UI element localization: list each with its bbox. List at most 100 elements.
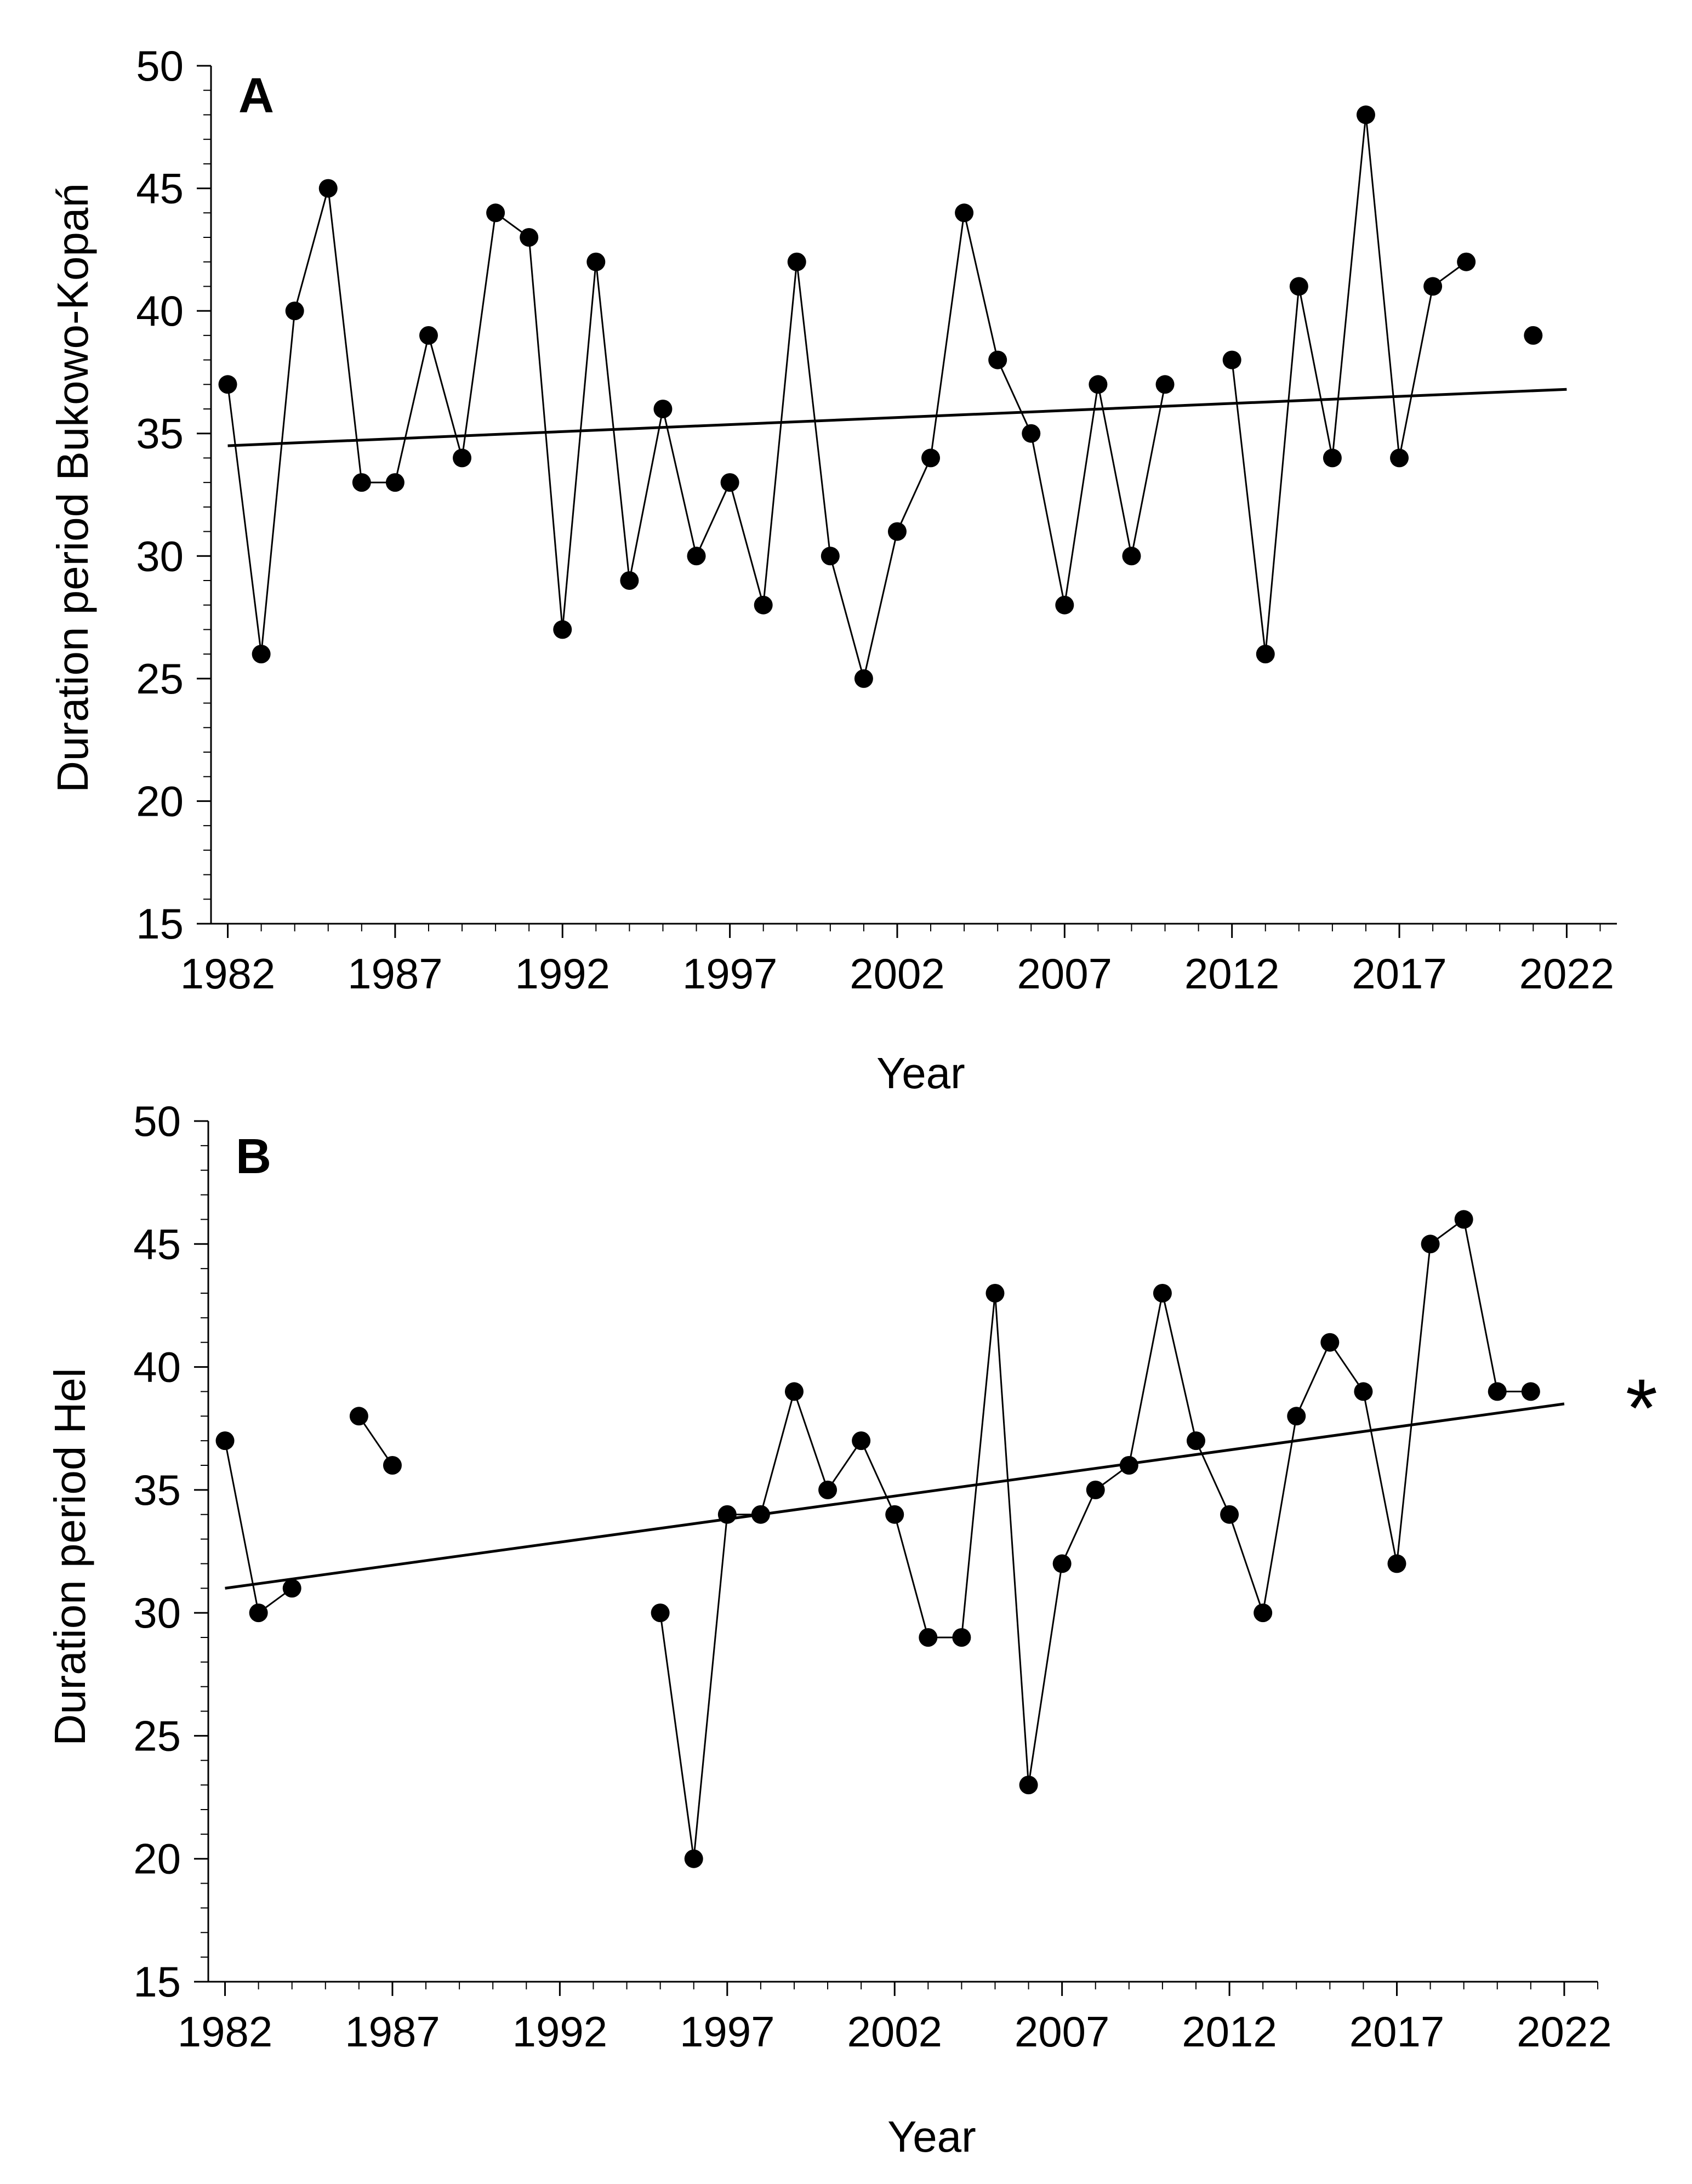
- panel-b-data-point: [1488, 1382, 1507, 1401]
- panel-a-series-segment: [260, 310, 296, 655]
- panel-a-series-segment: [294, 188, 329, 311]
- panel-a-series-segment: [1231, 360, 1267, 655]
- panel-a-data-point: [687, 547, 706, 566]
- panel-a-data-point: [285, 302, 304, 321]
- panel-b-data-point: [215, 1431, 235, 1451]
- panel-b-y-tick-label: 30: [133, 1589, 181, 1637]
- panel-b-data-point: [1052, 1554, 1072, 1573]
- panel-b-data-point: [784, 1382, 804, 1401]
- panel-b-x-tick-label: 1997: [680, 2007, 775, 2056]
- panel-b-data-point: [751, 1505, 770, 1524]
- panel-b-series-segment: [994, 1293, 1030, 1785]
- panel-b-data-point: [1354, 1382, 1373, 1401]
- panel-a-data-point: [1155, 375, 1175, 394]
- panel-a-data-point: [653, 400, 673, 418]
- panel-b-series-segment: [1228, 1514, 1264, 1613]
- panel-b-data-point: [282, 1579, 301, 1598]
- panel-b-series-segment: [224, 1440, 260, 1613]
- panel-a-data-point: [419, 326, 438, 345]
- panel-b-y-tick-label: 15: [133, 1958, 181, 2006]
- panel-b-data-point: [651, 1603, 670, 1623]
- panel-b-data-point: [1086, 1480, 1105, 1499]
- panel-a-data-point: [821, 547, 840, 566]
- panel-b-series-segment: [1161, 1293, 1197, 1441]
- panel-a-data-point: [453, 448, 472, 468]
- panel-b-series-segment: [1396, 1244, 1432, 1564]
- panel-a-data-point: [553, 620, 572, 639]
- panel-b-series-segment: [1329, 1341, 1364, 1392]
- panel-a-series-segment: [1130, 384, 1166, 556]
- panel-a-data-point: [988, 350, 1007, 369]
- panel-a-series-segment: [628, 408, 664, 581]
- panel-b-data-point: [349, 1407, 368, 1426]
- panel-a-series-segment: [461, 213, 497, 458]
- panel-a-data-point: [854, 669, 873, 688]
- panel-a-series-segment: [762, 261, 798, 605]
- panel-b-series-segment: [1463, 1219, 1499, 1392]
- panel-b-data-point: [852, 1431, 871, 1451]
- panel-b-data-point: [684, 1849, 703, 1868]
- panel-a-x-tick-label: 2012: [1184, 949, 1280, 998]
- panel-b-series-segment: [358, 1415, 394, 1466]
- panel-a-label: A: [238, 69, 274, 123]
- panel-a-data-point: [1524, 326, 1543, 345]
- panel-b-series-segment: [1295, 1342, 1331, 1417]
- panel-b-y-tick-label: 40: [133, 1343, 181, 1391]
- panel-a-y-tick-label: 30: [136, 532, 184, 580]
- panel-a-data-point: [1390, 448, 1409, 468]
- panel-b-y-tick-label: 45: [133, 1220, 181, 1268]
- panel-a-x-tick-label: 1997: [682, 949, 778, 998]
- panel-b-ylabel: Duration period Hel: [45, 1368, 94, 1745]
- panel-a-series-segment: [930, 213, 965, 458]
- panel-b-data-point: [1119, 1456, 1138, 1475]
- panel-b-y-tick-label: 20: [133, 1835, 181, 1883]
- panel-b-series-segment: [1128, 1293, 1164, 1466]
- panel-b-series-segment: [1195, 1440, 1230, 1515]
- panel-b-data-point: [1454, 1210, 1473, 1229]
- panel-a-x-tick-label: 2002: [850, 949, 945, 998]
- panel-b-data-point: [818, 1480, 838, 1499]
- panel-b-data-point: [1019, 1776, 1038, 1795]
- panel-b-data-point: [985, 1284, 1005, 1303]
- panel-a-data-point: [1323, 448, 1342, 468]
- panel-a-series-segment: [863, 531, 898, 679]
- panel-a-data-point: [1089, 375, 1108, 394]
- panel-a-series-segment: [595, 261, 630, 581]
- panel-a-data-point: [586, 252, 606, 271]
- panel-a-x-tick-label: 1987: [347, 949, 443, 998]
- panel-b: B Year Duration period Hel * 15 20 25 30 35 4…: [45, 1097, 1657, 2161]
- panel-b-series-segment: [793, 1391, 829, 1491]
- panel-b-x-tick-label: 1982: [178, 2007, 273, 2056]
- panel-a-trend-line: [227, 388, 1567, 447]
- panel-a-series-segment: [394, 335, 430, 483]
- panel-a-series-segment: [829, 555, 865, 679]
- panel-b-series-segment: [1362, 1391, 1398, 1564]
- panel-a-y-tick-label: 45: [136, 164, 184, 213]
- panel-a-data-point: [252, 645, 271, 664]
- panel-a-y-tick-label: 50: [136, 42, 184, 90]
- panel-b-xlabel: Year: [887, 2112, 976, 2161]
- panel-a-x-tick-label: 1982: [180, 949, 276, 998]
- panel-a-data-point: [352, 473, 371, 492]
- panel-a-series-segment: [1264, 286, 1300, 655]
- panel-a-data-point: [1055, 595, 1074, 615]
- panel-b-label: B: [236, 1129, 271, 1184]
- panel-a-xlabel: Year: [876, 1049, 965, 1097]
- panel-b-data-point: [1421, 1235, 1440, 1254]
- panel-a-series-segment: [561, 261, 597, 630]
- panel-b-data-point: [885, 1505, 904, 1524]
- panel-a-data-point: [955, 203, 974, 223]
- panel-a-x-tick-label: 2017: [1352, 949, 1447, 998]
- panel-a-series-segment: [528, 237, 563, 630]
- panel-a-data-point: [1222, 350, 1241, 369]
- panel-a-data-point: [720, 473, 739, 492]
- panel-a-data-point: [385, 473, 405, 492]
- panel-a-x-tick-label: 1992: [515, 949, 610, 998]
- panel-b-series-segment: [860, 1440, 896, 1515]
- panel-a-data-point: [486, 203, 505, 223]
- panel-a-data-point: [921, 448, 941, 468]
- panel-b-data-point: [1320, 1333, 1340, 1352]
- panel-a: A Year Duration period Bukowo-Kopań 15 20…: [48, 42, 1617, 1097]
- panel-b-y-tick-label: 35: [133, 1466, 181, 1514]
